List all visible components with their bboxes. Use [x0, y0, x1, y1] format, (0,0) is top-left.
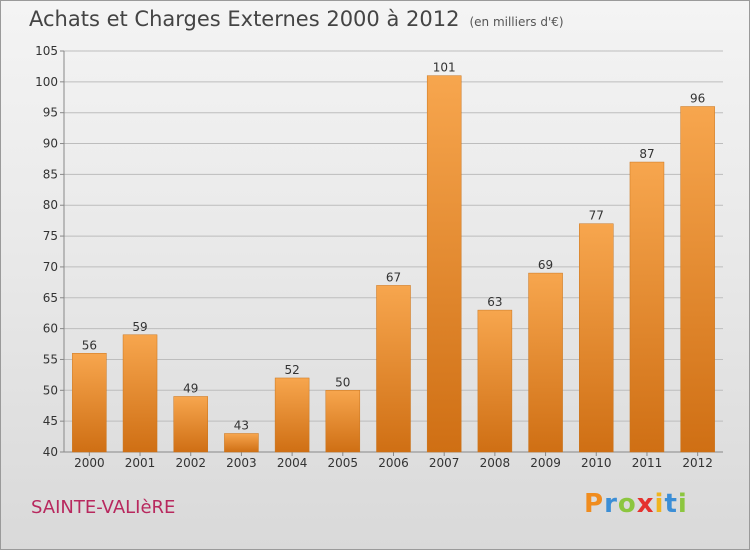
bar-value-label: 96	[690, 92, 705, 106]
bar	[426, 75, 462, 453]
logo-letter: i	[654, 489, 665, 519]
bar-value-label: 69	[538, 258, 553, 272]
bar	[325, 390, 361, 453]
logo-letter: x	[636, 489, 655, 519]
x-tick-label: 2008	[480, 456, 511, 470]
x-tick-label: 2006	[378, 456, 409, 470]
bar-value-label: 50	[335, 375, 350, 389]
bar-value-label: 63	[487, 295, 502, 309]
x-tick-label: 2011	[632, 456, 663, 470]
bar	[72, 353, 107, 453]
bar-value-label: 87	[639, 147, 654, 161]
bar-layer	[72, 75, 715, 453]
bar	[629, 161, 665, 453]
x-tick-label: 2000	[74, 456, 105, 470]
y-tick-label: 90	[43, 137, 58, 151]
y-tick-label: 50	[43, 383, 58, 397]
y-tick-label: 65	[43, 291, 58, 305]
y-tick-label: 70	[43, 260, 58, 274]
x-tick-label: 2001	[125, 456, 156, 470]
bar-value-label: 43	[234, 418, 249, 432]
bar-value-label: 59	[132, 320, 147, 334]
bar	[579, 223, 614, 453]
commune-name: SAINTE-VALIèRE	[31, 497, 176, 518]
logo-letter: i	[677, 489, 688, 519]
x-tick-label: 2012	[682, 456, 713, 470]
bar	[224, 433, 259, 453]
x-tick-label: 2003	[226, 456, 257, 470]
chart-title-text: Achats et Charges Externes 2000 à 2012	[29, 7, 460, 31]
y-tick-label: 75	[43, 229, 58, 243]
bar	[477, 309, 513, 453]
chart-title: Achats et Charges Externes 2000 à 2012 (e…	[29, 7, 564, 31]
logo-letter: P	[584, 489, 605, 519]
y-tick-label: 40	[43, 445, 58, 459]
x-tick-label: 2004	[277, 456, 308, 470]
x-tick-label: 2002	[175, 456, 206, 470]
bar-value-label: 52	[284, 363, 299, 377]
logo-letter: t	[664, 489, 678, 519]
y-tick-label: 55	[43, 352, 58, 366]
bar-value-label: 77	[589, 209, 604, 223]
bar	[173, 396, 208, 453]
label-layer: 56 59 49 43 52 50 67 101 63 69 77 87 96	[82, 61, 706, 433]
y-tick-label: 95	[43, 106, 58, 120]
bar-value-label: 56	[82, 338, 97, 352]
y-tick-label: 45	[43, 414, 58, 428]
logo-letter: o	[617, 489, 637, 519]
bar	[528, 272, 563, 453]
x-tick-label: 2009	[530, 456, 561, 470]
bar-value-label: 67	[386, 270, 401, 284]
chart-subtitle: (en milliers d'€)	[469, 15, 564, 29]
y-tick-label: 80	[43, 198, 58, 212]
x-tick-label: 2007	[429, 456, 460, 470]
bar-value-label: 101	[433, 61, 456, 75]
x-tick-label: 2010	[581, 456, 612, 470]
bar	[680, 106, 715, 453]
y-tick-label: 100	[35, 75, 58, 89]
logo-letter: r	[604, 489, 618, 519]
y-tick-label: 85	[43, 167, 58, 181]
bar	[376, 285, 411, 453]
bar	[274, 377, 310, 453]
proxiti-logo: Proxiti	[584, 489, 688, 519]
y-tick-label: 60	[43, 322, 58, 336]
bar-value-label: 49	[183, 381, 198, 395]
y-tick-label: 105	[35, 44, 58, 58]
x-tick-label: 2005	[328, 456, 359, 470]
bar	[122, 334, 158, 453]
